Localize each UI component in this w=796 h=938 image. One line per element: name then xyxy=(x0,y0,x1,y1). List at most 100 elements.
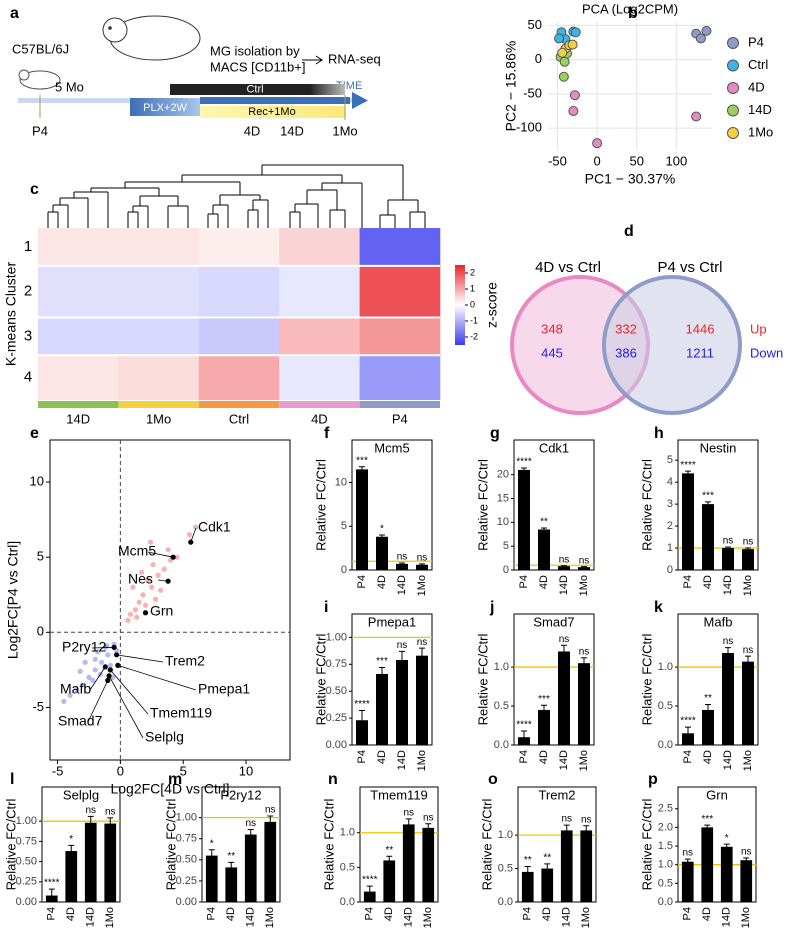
bar xyxy=(541,868,554,902)
x-tick-label: 4D xyxy=(65,907,77,921)
x-tick-label: 4D xyxy=(701,907,713,921)
error-bar xyxy=(68,844,75,857)
point xyxy=(134,614,140,620)
y-axis-title: Relative FC/Ctrl xyxy=(639,634,654,726)
error-bar xyxy=(425,823,432,833)
bar xyxy=(104,823,117,902)
bar xyxy=(383,860,396,902)
point xyxy=(568,105,579,116)
y-tick-label: 1.0 xyxy=(658,661,673,673)
x-tick-label: 5 xyxy=(180,763,187,778)
significance-label: * xyxy=(210,838,214,849)
y-tick-label: 0.75 xyxy=(16,835,37,847)
y-tick-label: 0.00 xyxy=(326,739,347,751)
point xyxy=(147,539,154,545)
heat-cell xyxy=(118,355,200,400)
annotation-point xyxy=(102,664,108,670)
significance-label: ns xyxy=(723,636,734,647)
venn-count: 1211 xyxy=(686,345,714,360)
point xyxy=(105,652,111,658)
legend-swatch xyxy=(727,37,739,49)
bar xyxy=(84,822,97,902)
timeline-arrow xyxy=(352,92,368,109)
significance-label: ns xyxy=(741,847,752,858)
bar xyxy=(701,827,714,902)
mouse-eye xyxy=(108,26,112,30)
annotation-label: Pmepa1 xyxy=(198,681,250,697)
annotation-label: Nes xyxy=(128,571,153,587)
annotation-leader xyxy=(91,646,115,649)
error-bar xyxy=(379,667,385,681)
x-tick-label: 1Mo xyxy=(422,907,434,928)
bar xyxy=(356,720,368,745)
column-label: 14D xyxy=(66,411,90,426)
x-tick-label: P4 xyxy=(522,907,534,920)
point xyxy=(570,27,581,38)
annotation-label: Smad7 xyxy=(58,713,103,729)
error-bar xyxy=(386,855,393,865)
significance-label: ns xyxy=(265,805,276,816)
y-tick-label: -5 xyxy=(32,699,44,714)
x-tick-label: 4D xyxy=(702,575,714,589)
y-tick-label: 0 xyxy=(341,564,347,576)
venn-count: 332 xyxy=(615,321,637,336)
y-axis-title: PC2 − 15.86% xyxy=(503,41,519,132)
x-tick-label: 1Mo xyxy=(416,750,428,771)
y-tick-label: 0.25 xyxy=(16,876,37,888)
y-tick-label: 1.0 xyxy=(340,827,355,839)
heat-cell xyxy=(359,317,441,356)
bar xyxy=(742,549,754,570)
bar xyxy=(521,871,534,902)
significance-label: *** xyxy=(538,694,550,705)
point xyxy=(155,572,161,578)
significance-label: ns xyxy=(682,848,693,859)
panel-letter: h xyxy=(654,425,664,442)
x-tick-label: 14D xyxy=(558,750,570,770)
point xyxy=(149,584,155,590)
x-tick-label: P4 xyxy=(682,575,694,588)
chart-title: Nestin xyxy=(700,440,737,455)
annotation-point xyxy=(115,662,121,668)
significance-label: **** xyxy=(354,699,370,710)
panel-letter: n xyxy=(328,771,338,788)
error-bar xyxy=(685,726,691,740)
significance-label: * xyxy=(725,833,729,844)
significance-label: ns xyxy=(581,814,592,825)
column-label: 1Mo xyxy=(146,411,171,426)
point xyxy=(691,111,702,122)
legend-swatch xyxy=(727,59,739,72)
mouse-head xyxy=(18,69,30,81)
panel-frame xyxy=(359,786,439,903)
rec-label: Rec+1Mo xyxy=(248,106,295,118)
significance-label: ns xyxy=(561,814,572,825)
error-bar xyxy=(581,566,587,568)
point xyxy=(161,566,167,572)
annotation-leader xyxy=(147,551,174,558)
significance-label: ** xyxy=(543,853,551,864)
colorbar-tick-label: 2 xyxy=(470,267,475,277)
panel-frame xyxy=(677,439,759,571)
bar xyxy=(742,661,754,745)
heat-cell xyxy=(279,265,360,318)
significance-label: ns xyxy=(417,553,428,564)
bar xyxy=(558,566,570,570)
y-tick-label: 0.5 xyxy=(494,700,509,712)
error-bar xyxy=(684,858,691,865)
annotation-leader xyxy=(110,669,149,715)
bar xyxy=(518,469,530,570)
x-tick-label: 4D xyxy=(383,907,395,921)
y-tick-label: 0.25 xyxy=(326,712,347,724)
y-axis-title: Relative FC/Ctrl xyxy=(3,799,18,891)
error-bar xyxy=(48,888,55,902)
panel-letter: p xyxy=(648,771,658,788)
panel-letter: l xyxy=(10,771,14,788)
y-axis-title: Relative FC/Ctrl xyxy=(321,799,336,891)
y-tick-label: 1.00 xyxy=(326,631,347,643)
y-tick-label: 0.5 xyxy=(658,700,673,712)
bar xyxy=(396,659,408,745)
heat-cell xyxy=(198,317,280,356)
x-tick-label: P4 xyxy=(518,750,530,763)
y-tick-label: 1.00 xyxy=(176,812,197,824)
plx-bar xyxy=(130,98,200,116)
bar xyxy=(560,830,573,902)
